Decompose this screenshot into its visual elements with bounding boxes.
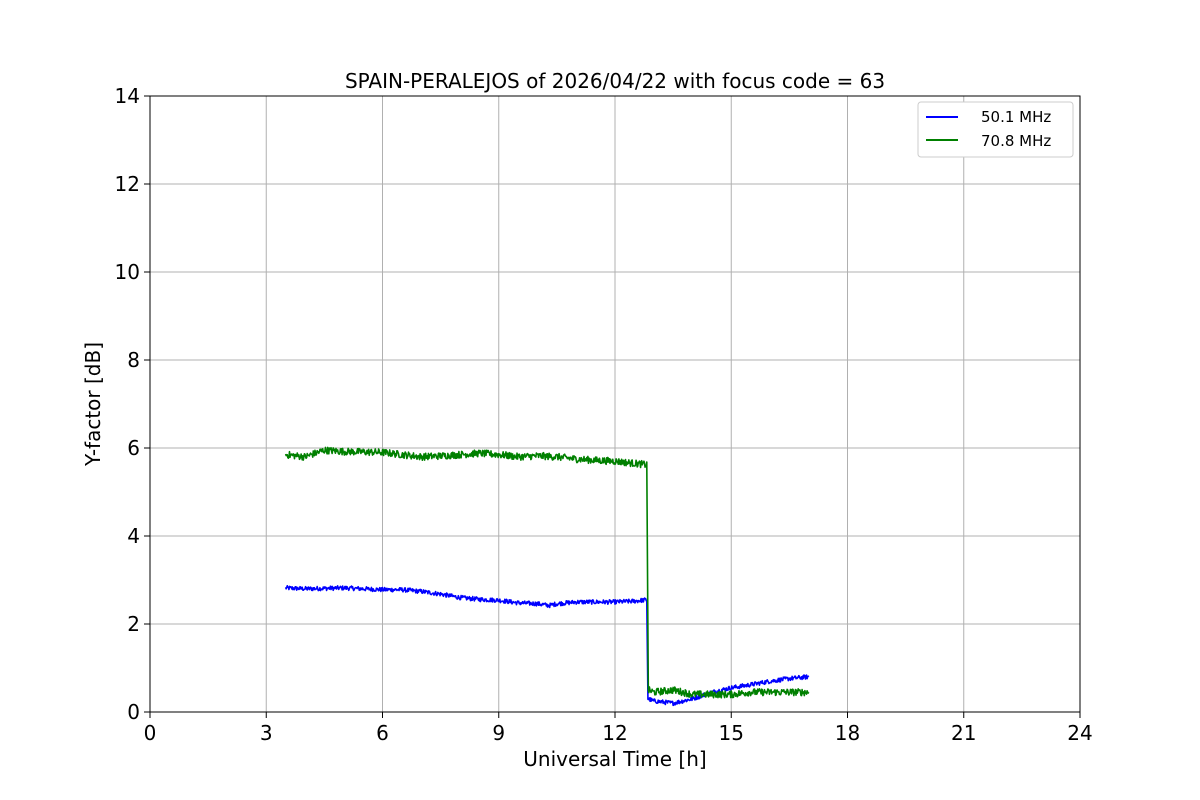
y-tick-label: 10 — [115, 260, 140, 284]
y-tick-label: 0 — [127, 700, 140, 724]
y-tick-label: 2 — [127, 612, 140, 636]
x-tick-label: 18 — [835, 721, 860, 745]
legend: 50.1 MHz 70.8 MHz — [917, 101, 1074, 158]
x-tick-label: 6 — [376, 721, 389, 745]
x-tick-label: 15 — [719, 721, 744, 745]
y-tick-label: 4 — [127, 524, 140, 548]
y-tick-label: 8 — [127, 348, 140, 372]
x-axis-label: Universal Time [h] — [523, 747, 706, 771]
y-tick-label: 14 — [115, 84, 140, 108]
x-tick-label: 21 — [951, 721, 976, 745]
legend-box — [917, 101, 1074, 158]
x-tick-label: 9 — [492, 721, 505, 745]
series-layer — [284, 446, 810, 707]
x-tick-label: 0 — [144, 721, 157, 745]
x-tick-label: 3 — [260, 721, 273, 745]
x-tick-label: 24 — [1067, 721, 1092, 745]
chart-title: SPAIN-PERALEJOS of 2026/04/22 with focus… — [345, 69, 885, 93]
y-axis-label: Y-factor [dB] — [81, 342, 105, 467]
legend-label-70-8-mhz: 70.8 MHz — [981, 132, 1051, 150]
series-line-50-1-mhz — [284, 585, 810, 707]
legend-label-50-1-mhz: 50.1 MHz — [981, 108, 1051, 126]
series-line-70-8-mhz — [284, 446, 810, 699]
y-tick-label: 12 — [115, 172, 140, 196]
y-tick-label: 6 — [127, 436, 140, 460]
x-tick-label: 12 — [602, 721, 627, 745]
